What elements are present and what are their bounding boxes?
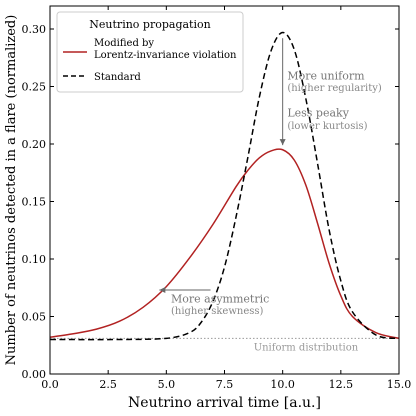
annotation-0-line1: More uniform [287, 70, 365, 83]
series-line-standard [49, 31, 400, 341]
baseline-layer: Uniform distribution [50, 337, 399, 353]
x-tick-label: 12.5 [329, 378, 354, 391]
x-tick-label: 7.5 [216, 378, 234, 391]
x-tick-label: 2.5 [99, 378, 117, 391]
legend-title: Neutrino propagation [89, 18, 210, 31]
y-axis-label: Number of neutrinos detected in a flare … [4, 15, 19, 366]
annotation-2-line1: More asymmetric [171, 293, 269, 306]
series-layer [49, 31, 400, 341]
x-tick-label: 15.0 [387, 378, 412, 391]
y-tick-label: 0.00 [22, 368, 47, 381]
y-tick-label: 0.10 [22, 253, 47, 266]
legend: Neutrino propagation Modified by Lorentz… [56, 11, 244, 93]
series-line-modified [49, 148, 400, 340]
legend-label-modified-line2: Lorentz-invariance violation [94, 50, 237, 61]
x-tick-label: 5.0 [158, 378, 176, 391]
legend-label-modified-line1: Modified by [94, 38, 154, 49]
annotation-1-line2: (lower kurtosis) [287, 121, 367, 132]
annotation-arrow-0-head [279, 139, 286, 146]
y-tick-label: 0.25 [22, 81, 47, 94]
y-tick-label: 0.05 [22, 311, 47, 324]
x-tick-label: 0.0 [41, 378, 59, 391]
x-axis-label: Neutrino arrival time [a.u.] [128, 395, 321, 411]
x-tick-label: 10.0 [270, 378, 295, 391]
annotation-layer: More uniform(higher regularity) Less peak… [159, 38, 382, 317]
y-tick-label: 0.20 [22, 138, 47, 151]
annotation-1-line1: Less peaky [287, 106, 349, 119]
annotation-0-line2: (higher regularity) [287, 83, 382, 94]
annotation-arrow-1-head [159, 287, 166, 294]
uniform-baseline-label: Uniform distribution [254, 342, 359, 353]
y-tick-label: 0.30 [22, 23, 47, 36]
legend-box [56, 11, 244, 93]
annotation-2-line2: (higher skewness) [171, 306, 264, 317]
y-tick-label: 0.15 [22, 196, 47, 209]
y-ticks: 0.00 0.05 0.10 0.15 0.20 0.25 0.30 [22, 23, 399, 381]
legend-label-standard: Standard [94, 72, 141, 83]
x-ticks: 0.0 2.5 5.0 7.5 10.0 12.5 15.0 [41, 6, 411, 391]
